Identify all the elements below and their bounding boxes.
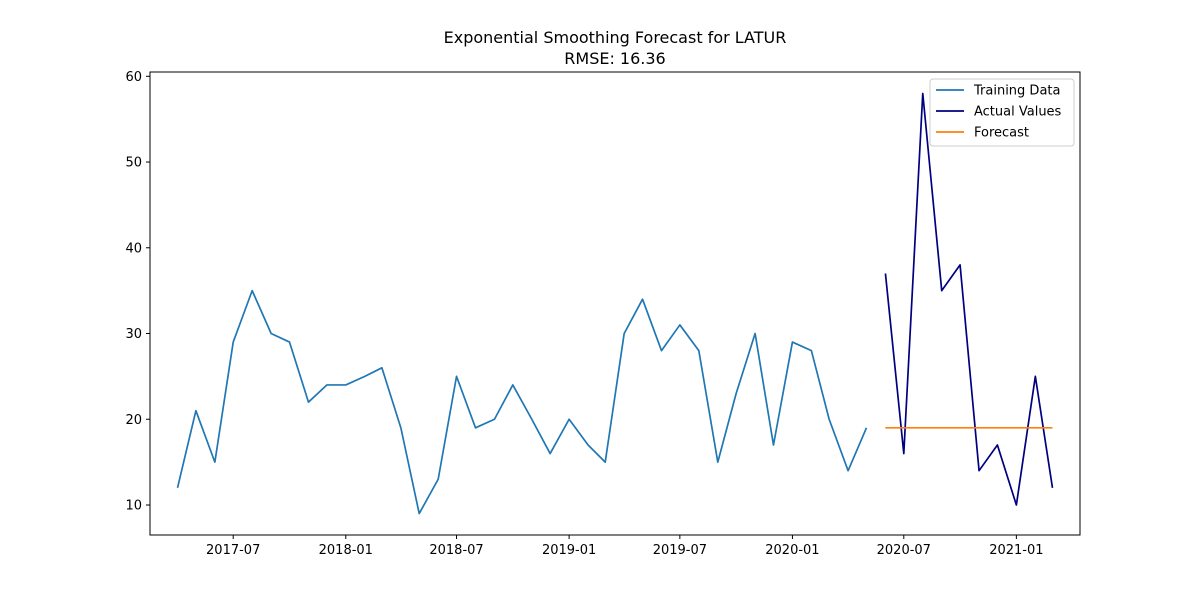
legend-label-actual-values: Actual Values	[974, 105, 1062, 120]
series-training-data	[176, 289, 868, 515]
legend-box	[929, 78, 1075, 147]
x-tick-label: 2019-01	[542, 543, 596, 558]
legend-label-forecast: Forecast	[974, 126, 1029, 141]
chart-subtitle: RMSE: 16.36	[564, 49, 665, 68]
y-tick-label: 10	[125, 498, 142, 513]
y-tick-label: 60	[125, 70, 142, 85]
x-tick-label: 2019-07	[653, 543, 707, 558]
y-tick-label: 30	[125, 327, 142, 342]
legend: Training Data Actual Values Forecast	[929, 78, 1075, 147]
x-tick-label: 2018-07	[429, 543, 483, 558]
y-tick-label: 50	[125, 156, 142, 171]
legend-label-training-data: Training Data	[973, 84, 1060, 99]
plot-frame	[149, 71, 1081, 536]
x-tick-label: 2017-07	[206, 543, 260, 558]
x-tick-label: 2018-01	[319, 543, 373, 558]
axes-layer: 10 20 30 40 50 60 2017-07 2018-01 2018-07 2019-01…	[125, 70, 1081, 558]
x-tick-label: 2020-07	[877, 543, 931, 558]
y-tick-label: 20	[125, 413, 142, 428]
y-tick-label: 40	[125, 241, 142, 256]
training-data-line	[176, 289, 868, 515]
actual-values-line	[884, 92, 1054, 506]
x-tick-label: 2021-01	[989, 543, 1043, 558]
chart-title: Exponential Smoothing Forecast for LATUR	[444, 28, 787, 47]
series-actual-values	[884, 92, 1054, 506]
x-tick-label: 2020-01	[765, 543, 819, 558]
series-layer	[176, 92, 1054, 515]
